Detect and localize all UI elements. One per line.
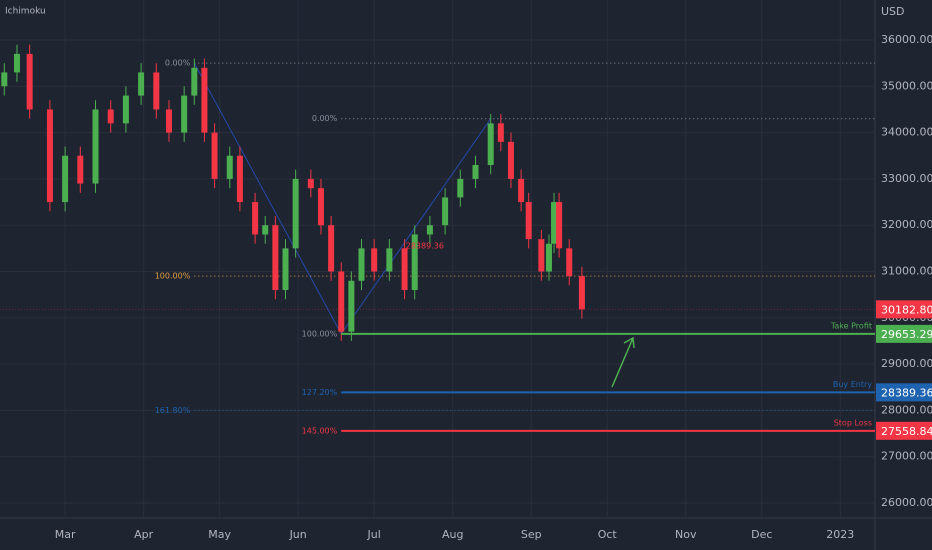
candle-body (181, 95, 188, 133)
candle-body (578, 276, 585, 310)
candle-body (77, 155, 84, 184)
y-tick-label: 33000.00 (881, 172, 932, 185)
candle-body (317, 188, 324, 226)
annotation: 28389.36 (406, 242, 444, 251)
y-tick-label: 35000.00 (881, 79, 932, 92)
y-tick-label: 31000.00 (881, 265, 932, 278)
y-tick-label: 34000.00 (881, 126, 932, 139)
candle-body (358, 248, 365, 281)
x-tick-label: Jul (367, 528, 381, 541)
arrow (611, 336, 635, 388)
candle-body (252, 202, 259, 235)
indicator-title: Ichimoku (5, 7, 46, 17)
fib-label: 145.00% (302, 426, 338, 435)
candle-body (401, 248, 408, 291)
candle-body (507, 141, 514, 179)
candle-body (497, 123, 504, 142)
trade-level-name: Buy Entry (833, 380, 872, 389)
candle-body (348, 280, 355, 332)
candle-body (328, 225, 335, 272)
candle-body (292, 178, 299, 249)
price-tag (876, 324, 932, 343)
candle-body (307, 178, 314, 189)
candle-body (338, 271, 345, 332)
fib-label: 127.20% (302, 388, 338, 397)
candle-body (201, 67, 208, 133)
y-tick-label: 36000.00 (881, 33, 932, 46)
candle-body (165, 109, 172, 133)
price-tag (876, 383, 932, 402)
candle-body (566, 248, 573, 277)
x-tick-label: Nov (675, 528, 697, 541)
candle-body (551, 202, 558, 244)
candle-body (386, 248, 393, 272)
y-tick-label: 29000.00 (881, 357, 932, 370)
x-tick-label: Dec (751, 528, 772, 541)
trade-level-name: Take Profit (830, 321, 872, 330)
x-tick-label: Apr (134, 528, 154, 541)
x-tick-label: Aug (442, 528, 463, 541)
y-tick-label: 27000.00 (881, 450, 932, 463)
price-tag (876, 421, 932, 440)
candle-body (472, 165, 479, 179)
fib-label: 0.00% (312, 114, 338, 123)
fib-label: 100.00% (155, 272, 191, 281)
candle-body (272, 225, 279, 291)
candle-body (211, 132, 218, 179)
candle-body (1, 72, 8, 87)
price-tag-label: 30182.80 (881, 303, 932, 316)
candle-body (487, 123, 494, 166)
candle-body (545, 243, 552, 272)
candle-body (518, 178, 525, 203)
trade-level-name: Stop Loss (834, 418, 872, 427)
candle-body (226, 155, 233, 179)
candle-body (426, 225, 433, 235)
price-tag-label: 29653.29 (881, 328, 932, 341)
fib-label: 0.00% (165, 59, 191, 68)
x-tick-label: May (208, 528, 231, 541)
candle-body (138, 72, 145, 96)
candle-body (122, 95, 129, 124)
x-tick-label: Jun (289, 528, 307, 541)
fib-label: 100.00% (302, 329, 338, 338)
swing-line (340, 118, 492, 335)
candle-body (46, 109, 53, 203)
candle-body (262, 225, 269, 235)
candle-body (92, 109, 99, 184)
x-tick-label: Oct (598, 528, 618, 541)
y-tick-label: 26000.00 (881, 496, 932, 509)
candle-body (107, 109, 114, 124)
currency-label: USD (881, 5, 905, 18)
y-tick-label: 32000.00 (881, 218, 932, 231)
candle-body (153, 72, 160, 110)
candle-body (457, 178, 464, 198)
x-tick-label: Sep (521, 528, 542, 541)
candle-body (236, 155, 243, 203)
candle-body (538, 239, 545, 272)
candle-body (191, 67, 198, 96)
candle-body (26, 53, 33, 110)
candle-body (282, 248, 289, 291)
price-tag-label: 28389.36 (881, 386, 932, 399)
candle-body (556, 202, 563, 249)
candle-body (442, 197, 449, 226)
candle-body (371, 248, 378, 272)
fib-label: 161.80% (155, 406, 191, 415)
x-tick-label: 2023 (826, 528, 854, 541)
candle-body (13, 53, 20, 73)
candle-body (525, 202, 532, 240)
price-tag-label: 27558.84 (881, 425, 932, 438)
x-tick-label: Mar (55, 528, 76, 541)
y-tick-label: 28000.00 (881, 403, 932, 416)
swing-line (193, 62, 342, 335)
candle-body (62, 155, 69, 203)
price-tag (876, 300, 932, 319)
candle-body (411, 234, 418, 291)
